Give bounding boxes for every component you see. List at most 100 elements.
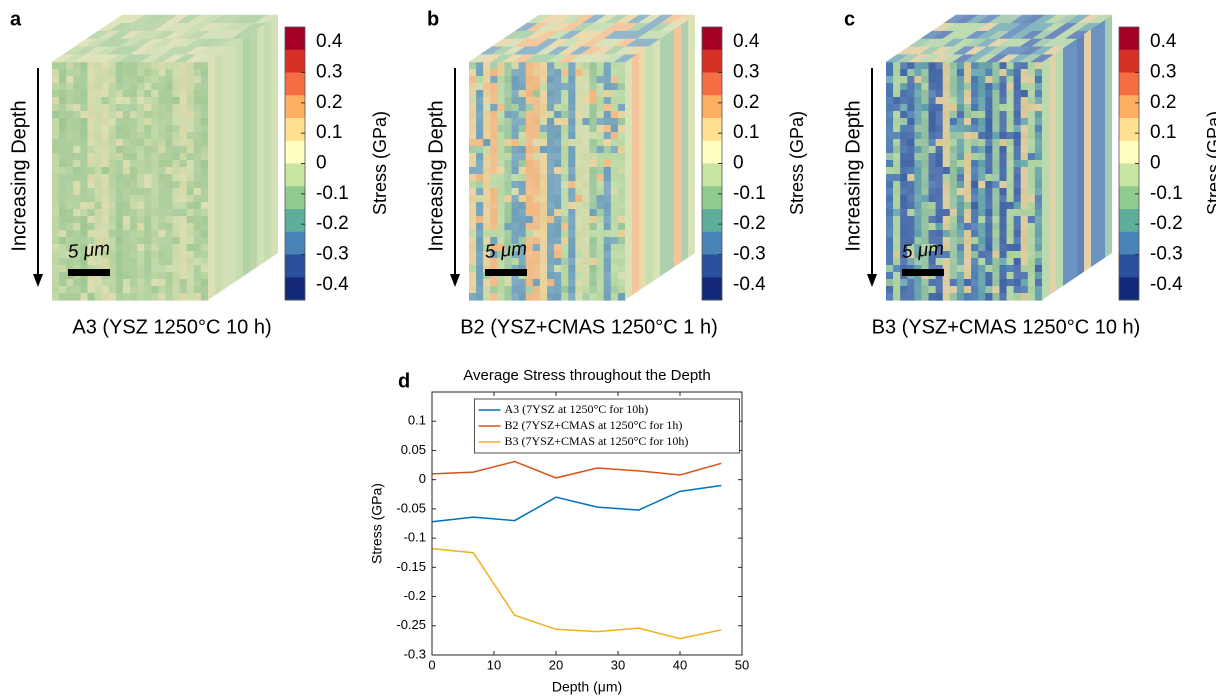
cube-voxel <box>151 251 159 259</box>
cube-voxel <box>66 83 74 91</box>
cube-voxel <box>518 174 527 182</box>
cube-voxel <box>907 279 915 287</box>
cube-voxel <box>158 216 167 224</box>
cube-voxel <box>172 286 181 294</box>
cube-voxel <box>179 83 188 91</box>
cube-voxel <box>73 76 81 84</box>
cube-voxel <box>518 146 527 154</box>
cube-voxel <box>1027 237 1036 245</box>
y-tick-label: 0 <box>419 471 426 486</box>
y-tick-label: -0.25 <box>396 617 426 632</box>
cube-voxel <box>179 167 188 175</box>
cube-voxel <box>554 181 562 189</box>
cube-voxel <box>158 153 167 161</box>
scale-bar <box>902 269 944 276</box>
cube-voxel <box>179 76 188 84</box>
cube-voxel <box>1027 279 1036 287</box>
cube-voxel <box>497 202 506 210</box>
cube-voxel <box>935 209 944 217</box>
cube-voxel <box>978 279 986 287</box>
cube-voxel <box>511 125 520 133</box>
cube-voxel <box>978 139 986 147</box>
cube-voxel <box>130 244 138 252</box>
cube-voxel <box>1034 62 1043 70</box>
cube-voxel <box>518 153 527 161</box>
cube-voxel <box>497 230 506 238</box>
colorbar-tick-label: 0.3 <box>1150 62 1176 83</box>
cube-voxel <box>1034 286 1043 294</box>
cube-voxel <box>193 118 202 126</box>
cube-voxel <box>942 132 951 140</box>
scale-bar-label: 5 μm <box>901 238 945 263</box>
cube-voxel <box>886 265 894 273</box>
cube-voxel <box>130 125 138 133</box>
cube-voxel <box>554 97 562 105</box>
cube-voxel <box>87 181 96 189</box>
cube-voxel <box>80 146 89 154</box>
cube-voxel <box>539 160 548 168</box>
cube-voxel <box>547 132 555 140</box>
colorbar-tick-label: 0.2 <box>733 92 759 113</box>
cube-voxel <box>115 90 124 98</box>
cube-voxel <box>949 181 958 189</box>
cube-voxel <box>1013 69 1022 77</box>
cube-voxel <box>511 97 520 105</box>
cube-voxel <box>956 160 965 168</box>
y-tick-label: 0.1 <box>408 413 426 428</box>
cube-voxel <box>94 167 103 175</box>
cube-voxel <box>900 90 908 98</box>
colorbar-tick-label: -0.1 <box>1150 183 1183 204</box>
cube-voxel <box>490 216 498 224</box>
cube-voxel <box>928 83 937 91</box>
cube-voxel <box>985 181 993 189</box>
cube-voxel <box>87 69 96 77</box>
cube-voxel <box>956 223 965 231</box>
cube-voxel <box>1006 174 1015 182</box>
cube-voxel <box>151 153 159 161</box>
cube-voxel <box>122 90 131 98</box>
cube-voxel <box>490 209 498 217</box>
cube-voxel <box>956 132 965 140</box>
cube-voxel <box>949 62 958 70</box>
cube-voxel <box>158 167 167 175</box>
cube-voxel <box>575 118 584 126</box>
cube-voxel <box>73 181 81 189</box>
cube-voxel <box>518 132 527 140</box>
cube-voxel <box>999 111 1008 119</box>
cube-voxel <box>956 118 965 126</box>
cube-voxel <box>476 167 484 175</box>
cube-voxel <box>108 209 117 217</box>
cube-voxel <box>1013 62 1022 70</box>
colorbar-step <box>1119 49 1139 73</box>
cube-voxel <box>971 174 979 182</box>
cube-voxel <box>59 272 67 280</box>
cube-voxel <box>87 160 96 168</box>
cube-voxel <box>80 62 89 70</box>
cube-voxel <box>532 188 541 196</box>
series-line <box>431 547 722 640</box>
cube-voxel <box>73 90 81 98</box>
cube-voxel <box>101 69 110 77</box>
cube-voxel <box>900 258 908 266</box>
cube-voxel <box>59 139 67 147</box>
cube-voxel <box>942 97 951 105</box>
cube-voxel <box>165 69 174 77</box>
cube-voxel <box>87 293 96 301</box>
cube-voxel <box>87 76 96 84</box>
cube-voxel <box>165 188 174 196</box>
cube-voxel <box>200 195 209 203</box>
cube-voxel <box>985 62 993 70</box>
cube-voxel <box>603 174 612 182</box>
cube-voxel <box>886 251 894 259</box>
cube-voxel <box>1020 132 1029 140</box>
cube-voxel <box>483 104 491 112</box>
cube-voxel <box>186 125 195 133</box>
series-line <box>431 460 722 479</box>
cube-voxel <box>575 76 584 84</box>
cube-voxel <box>518 90 527 98</box>
cube-voxel <box>999 223 1008 231</box>
cube-voxel <box>978 223 986 231</box>
cube-voxel <box>94 230 103 238</box>
cube-voxel <box>907 209 915 217</box>
cube-voxel <box>186 202 195 210</box>
